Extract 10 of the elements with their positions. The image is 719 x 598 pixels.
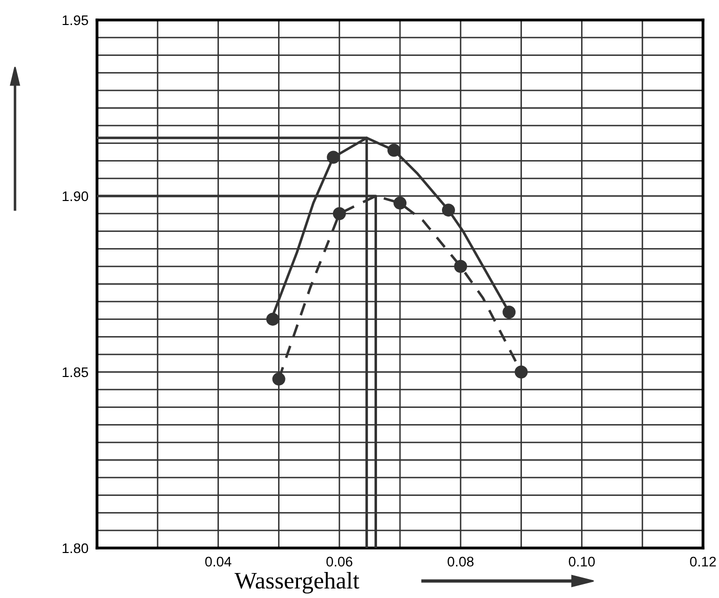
- y-tick-label: 1.85: [62, 367, 88, 378]
- x-tick-label: 0.12: [690, 556, 716, 567]
- text: 1.90: [62, 191, 88, 202]
- x-tick-label: 0.06: [326, 556, 352, 567]
- x-tick-label: 0.04: [205, 556, 232, 567]
- x-tick-label: 0.08: [448, 556, 474, 567]
- y-tick-label: 1.95: [62, 15, 88, 26]
- x-axis-title: Wassergehalt: [234, 572, 360, 594]
- text: 0.10: [568, 556, 595, 567]
- text: 1.80: [62, 543, 88, 554]
